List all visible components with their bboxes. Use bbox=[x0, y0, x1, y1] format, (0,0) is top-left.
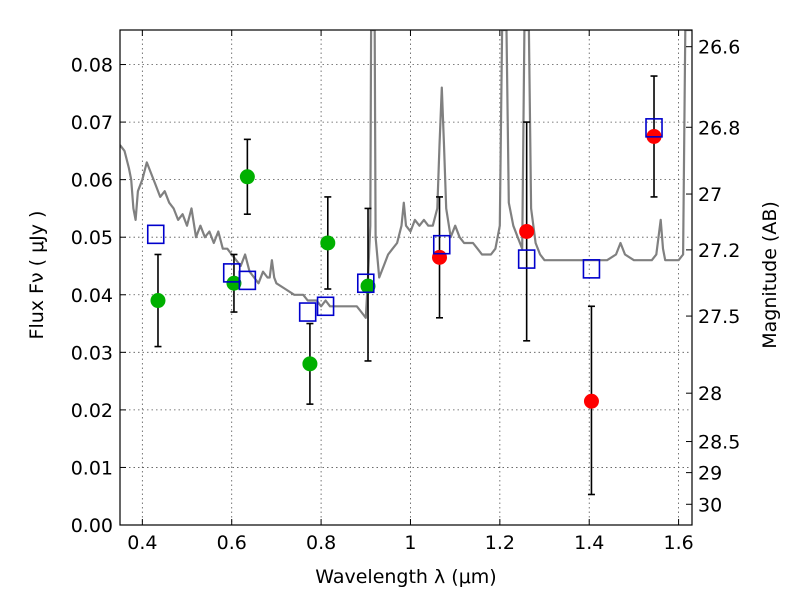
right-tick-label: 26.8 bbox=[698, 117, 740, 139]
photometry-point bbox=[583, 393, 599, 409]
right-tick-label: 30 bbox=[698, 494, 722, 516]
y-tick-label: 0.00 bbox=[71, 515, 113, 537]
model-flux-square bbox=[432, 234, 451, 255]
right-axis-ticks: 26.6 26.8 27 27.2 27.5 28 28.5 29 30 bbox=[686, 37, 740, 516]
marker-layer bbox=[146, 118, 663, 409]
x-tick-label: 1.4 bbox=[574, 532, 604, 554]
right-tick-label: 27 bbox=[698, 184, 722, 206]
photometry-point bbox=[226, 275, 242, 291]
right-axis-label: Magnitude (AB) bbox=[759, 201, 781, 349]
y-tick-label: 0.03 bbox=[71, 342, 113, 364]
x-tick-label: 0.6 bbox=[217, 532, 247, 554]
x-tick-label: 1.2 bbox=[485, 532, 515, 554]
x-tick-label: 1.6 bbox=[663, 532, 693, 554]
right-tick-label: 26.6 bbox=[698, 37, 740, 59]
photometry-point bbox=[320, 235, 336, 251]
y-tick-label: 0.01 bbox=[71, 457, 113, 479]
x-axis-label: Wavelength λ (μm) bbox=[315, 566, 496, 588]
y-tick-label: 0.08 bbox=[71, 55, 113, 77]
photometry-point bbox=[302, 356, 318, 372]
x-axis-ticks: 0.4 0.6 0.8 1 1.2 1.4 1.6 bbox=[127, 30, 694, 554]
right-tick-label: 29 bbox=[698, 463, 722, 485]
model-flux-square bbox=[645, 118, 663, 138]
model-spectrum-line bbox=[120, 30, 692, 319]
x-tick-label: 0.8 bbox=[306, 532, 336, 554]
plot-frame bbox=[119, 29, 693, 526]
model-flux-square bbox=[298, 302, 317, 322]
right-tick-label: 28 bbox=[698, 383, 722, 405]
model-flux-square bbox=[316, 296, 335, 317]
y-tick-label: 0.02 bbox=[71, 400, 113, 422]
y-axis-ticks: 0.00 0.01 0.02 0.03 0.04 0.05 0.06 0.07 0.08 bbox=[71, 55, 126, 537]
model-flux-square bbox=[146, 224, 165, 245]
y-tick-label: 0.04 bbox=[71, 285, 113, 307]
y-tick-label: 0.05 bbox=[71, 227, 113, 249]
y-tick-label: 0.07 bbox=[71, 112, 113, 134]
spectrum-layer bbox=[120, 30, 692, 319]
y-tick-label: 0.06 bbox=[71, 170, 113, 192]
right-tick-label: 28.5 bbox=[698, 432, 740, 454]
grid-lines bbox=[120, 30, 692, 526]
photometry-point bbox=[519, 223, 535, 239]
model-flux-square bbox=[517, 249, 536, 269]
photometry-point bbox=[360, 278, 376, 294]
x-tick-label: 1 bbox=[404, 532, 416, 554]
model-flux-square bbox=[582, 259, 601, 279]
model-flux-square bbox=[356, 273, 375, 294]
photometry-point bbox=[239, 169, 255, 185]
right-tick-label: 27.5 bbox=[698, 306, 740, 328]
model-flux-square bbox=[238, 270, 257, 291]
y-axis-label: Flux Fν ( μJy ) bbox=[26, 211, 48, 340]
photometry-point bbox=[150, 293, 166, 309]
right-tick-label: 27.2 bbox=[698, 240, 740, 262]
x-tick-label: 0.4 bbox=[127, 532, 157, 554]
